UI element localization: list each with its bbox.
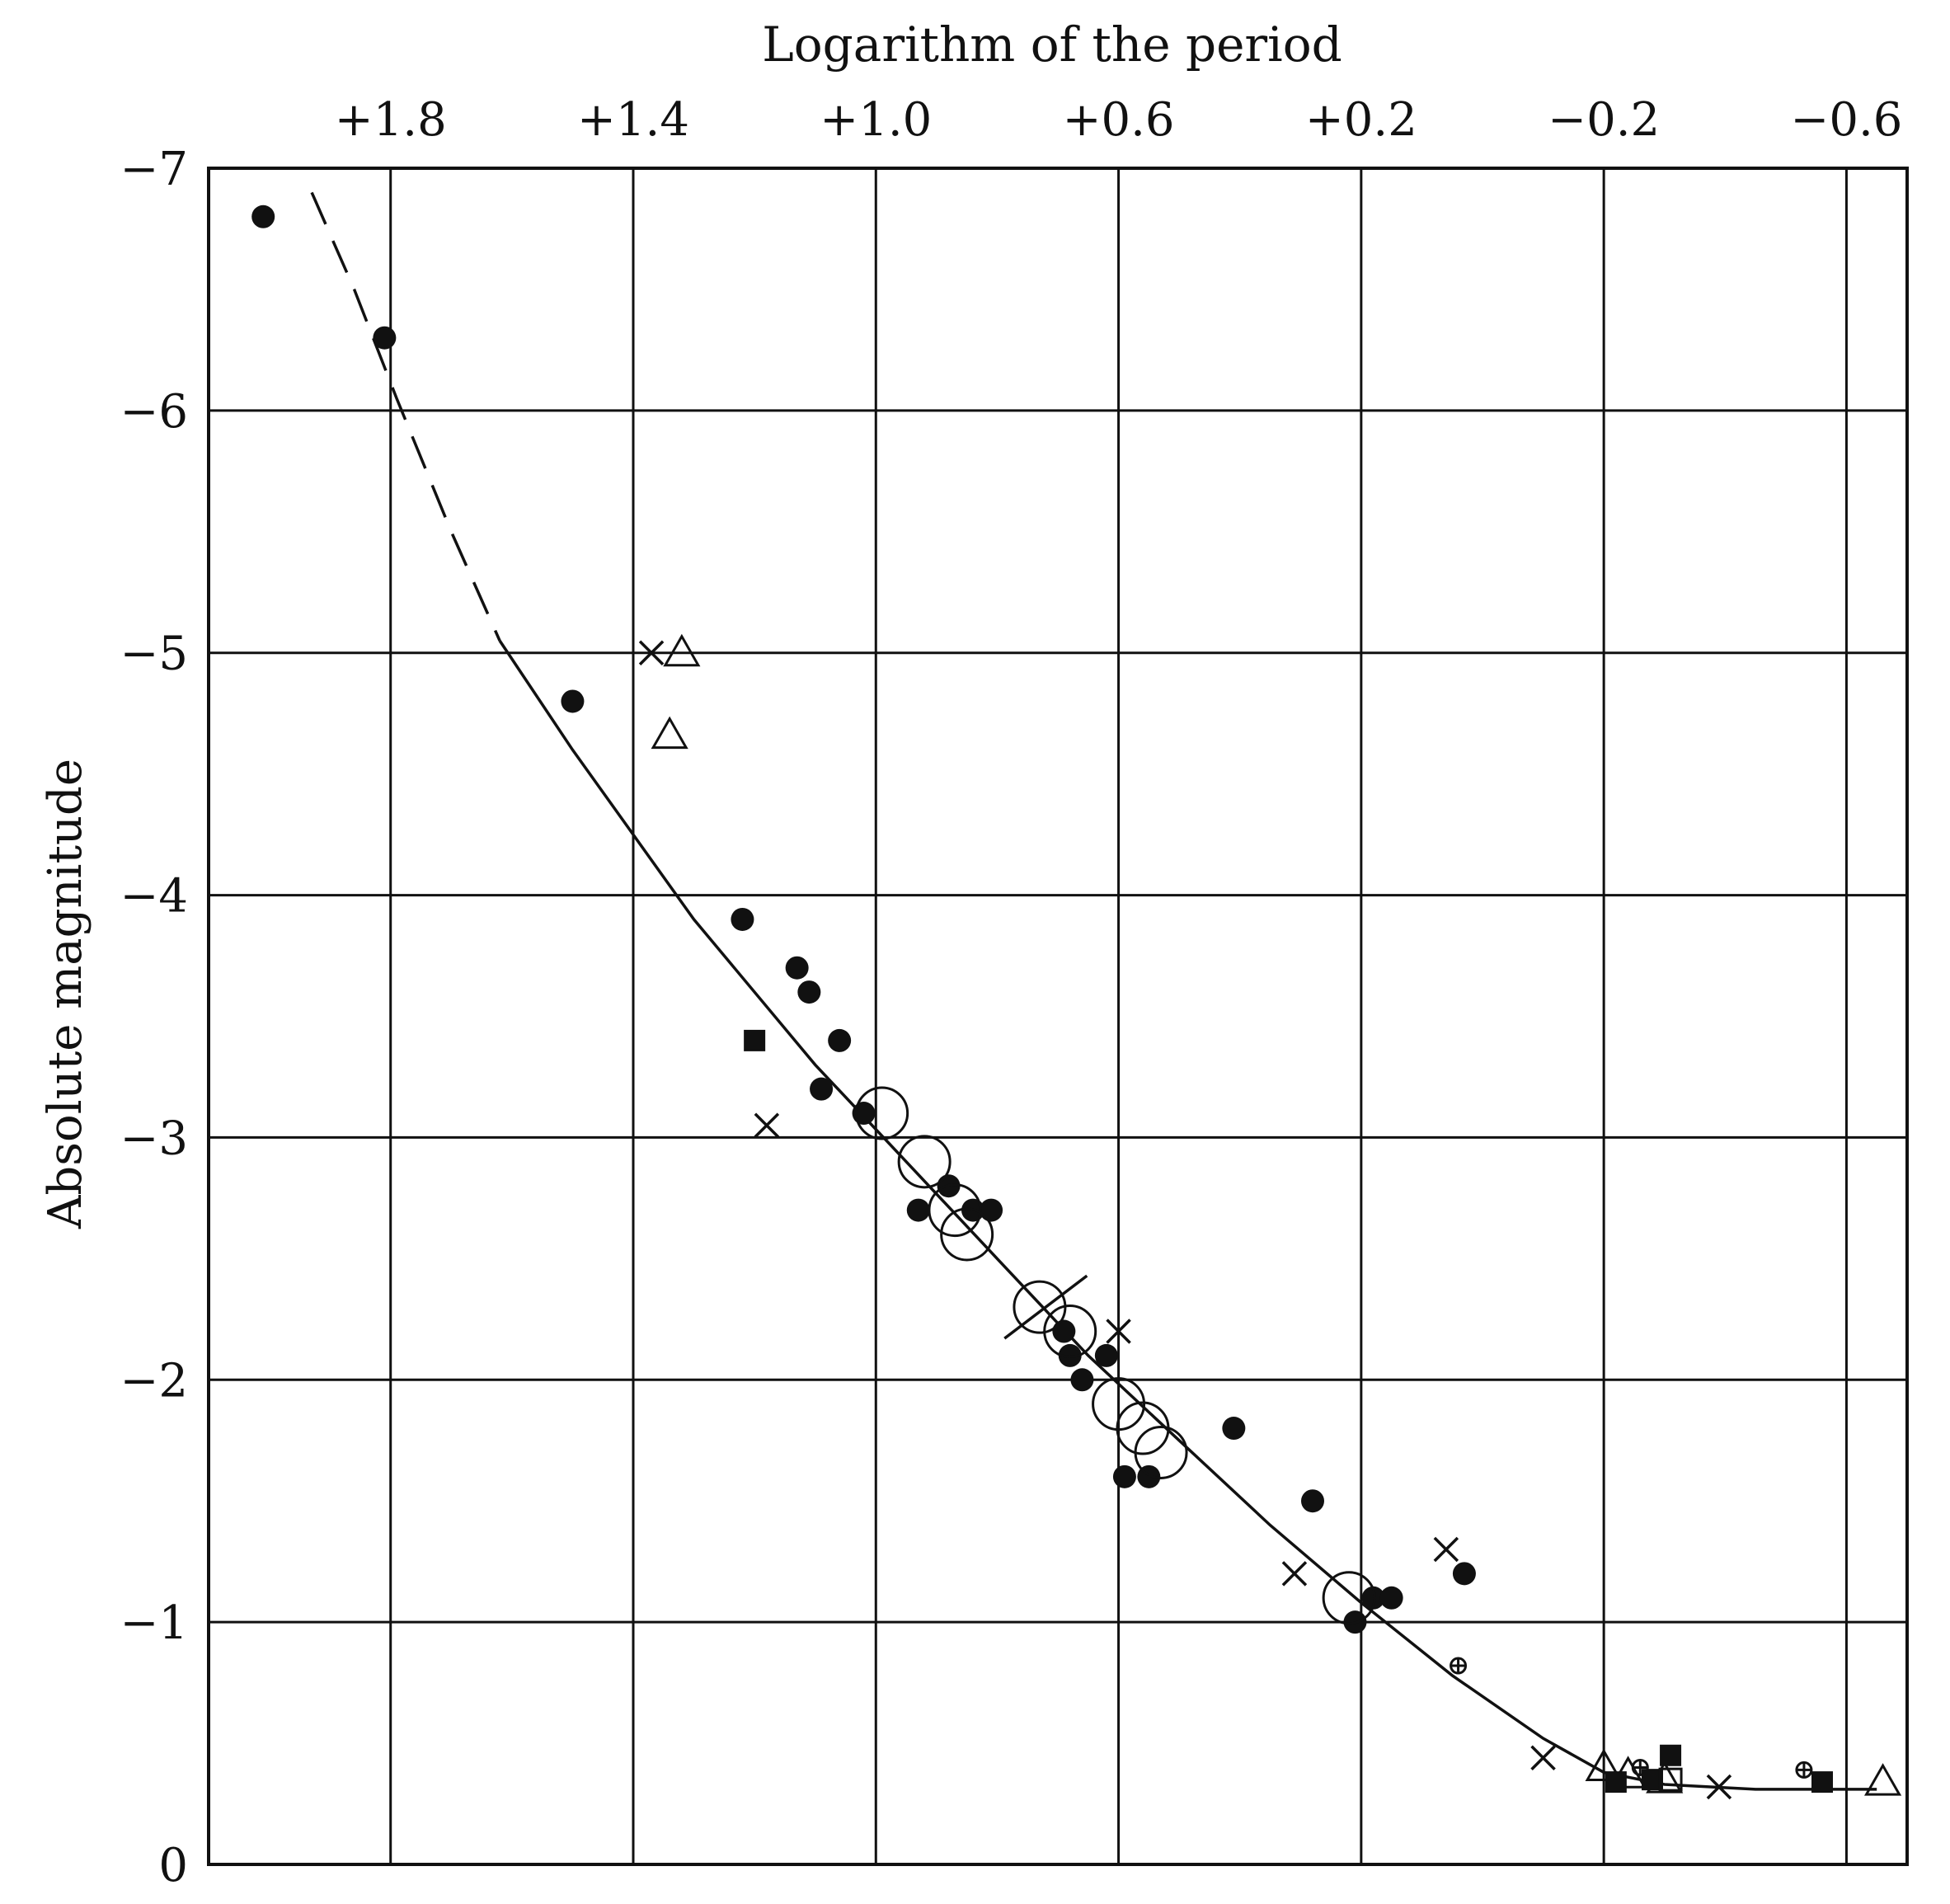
y-tick-label-2: −5 [120, 628, 188, 681]
filled-circle-point-4 [785, 956, 809, 980]
cross-point-6 [1706, 1774, 1732, 1800]
filled-square-point-1 [1605, 1771, 1627, 1794]
filled-circle-point-13 [1052, 1319, 1076, 1343]
filled-circle-point-3 [731, 907, 754, 931]
filled-circle-point-20 [1301, 1489, 1324, 1513]
y-tick-label-6: −1 [120, 1596, 188, 1650]
slash-mark [1003, 1274, 1088, 1340]
filled-circle-point-5 [797, 980, 821, 1004]
cross-point-1 [754, 1112, 780, 1138]
circle-plus-point-0 [1450, 1657, 1468, 1675]
data-points [251, 205, 1902, 1800]
open-triangle-point-5 [1863, 1763, 1902, 1796]
open-circle-point-3 [940, 1207, 994, 1262]
y-tick-labels: −7 −6 −5 −4 −3 −2 −1 0 [120, 143, 188, 1892]
filled-circle-point-9 [906, 1198, 930, 1222]
chart-title: Logarithm of the period [762, 16, 1342, 73]
filled-square-point-4 [1811, 1771, 1833, 1794]
x-tick-label-4: +0.2 [1305, 93, 1417, 147]
filled-circle-point-12 [980, 1198, 1003, 1222]
y-axis-label: Absolute magnitude [39, 759, 92, 1229]
open-triangle-point-1 [651, 716, 688, 750]
open-circle-point-0 [855, 1086, 909, 1140]
x-tick-label-6: −0.6 [1790, 93, 1902, 147]
filled-circle-point-17 [1112, 1464, 1136, 1488]
x-tick-label-2: +1.0 [820, 93, 932, 147]
filled-circle-point-19 [1222, 1417, 1246, 1441]
filled-circle-point-6 [810, 1077, 834, 1101]
open-circle-point-8 [1134, 1425, 1188, 1479]
open-circle-point-1 [897, 1135, 952, 1189]
y-tick-label-4: −3 [120, 1112, 188, 1165]
filled-circle-point-14 [1058, 1343, 1082, 1367]
plot-frame [207, 167, 1909, 1866]
fitted-curve [310, 191, 1877, 1791]
open-circle-point-6 [1092, 1377, 1146, 1432]
x-tick-label-1: +1.4 [577, 93, 689, 147]
open-triangle-point-2 [1585, 1748, 1623, 1781]
filled-circle-point-7 [828, 1028, 852, 1052]
curve-solid-segment [498, 640, 1877, 1791]
open-square-point-0 [1658, 1767, 1683, 1792]
grid [209, 168, 1907, 1864]
y-tick-label-0: −7 [120, 143, 188, 196]
x-tick-label-3: +0.6 [1063, 93, 1175, 147]
cross-point-4 [1433, 1536, 1459, 1563]
filled-circle-point-24 [1452, 1562, 1476, 1586]
filled-circle-point-23 [1379, 1586, 1403, 1610]
cross-point-2 [1106, 1319, 1131, 1344]
x-tick-label-0: +1.8 [335, 93, 447, 147]
y-tick-label-1: −6 [120, 385, 188, 439]
y-tick-label-3: −4 [120, 870, 188, 924]
open-circle-point-9 [1322, 1571, 1376, 1625]
filled-circle-point-1 [373, 326, 397, 350]
filled-square-point-3 [1660, 1744, 1682, 1766]
x-tick-label-5: −0.2 [1548, 93, 1660, 147]
filled-circle-point-2 [561, 689, 585, 713]
y-tick-label-5: −2 [120, 1354, 188, 1408]
curve-dashed-segment [310, 191, 501, 642]
y-tick-label-7: 0 [158, 1839, 188, 1892]
filled-circle-point-16 [1094, 1343, 1118, 1367]
open-triangle-point-0 [663, 633, 701, 667]
cross-point-3 [1281, 1561, 1308, 1587]
x-tick-labels: +1.8 +1.4 +1.0 +0.6 +0.2 −0.2 −0.6 [335, 93, 1903, 147]
filled-square-point-0 [744, 1029, 766, 1051]
open-circle-point-5 [1043, 1305, 1097, 1359]
cross-point-5 [1530, 1745, 1556, 1770]
open-circle-point-2 [928, 1183, 982, 1238]
filled-circle-point-15 [1070, 1368, 1094, 1392]
circle-plus-point-2 [1631, 1758, 1649, 1776]
cross-point-0 [638, 640, 665, 665]
filled-circle-point-0 [251, 205, 275, 228]
circle-plus-point-1 [1795, 1761, 1813, 1779]
filled-circle-point-22 [1361, 1586, 1385, 1610]
